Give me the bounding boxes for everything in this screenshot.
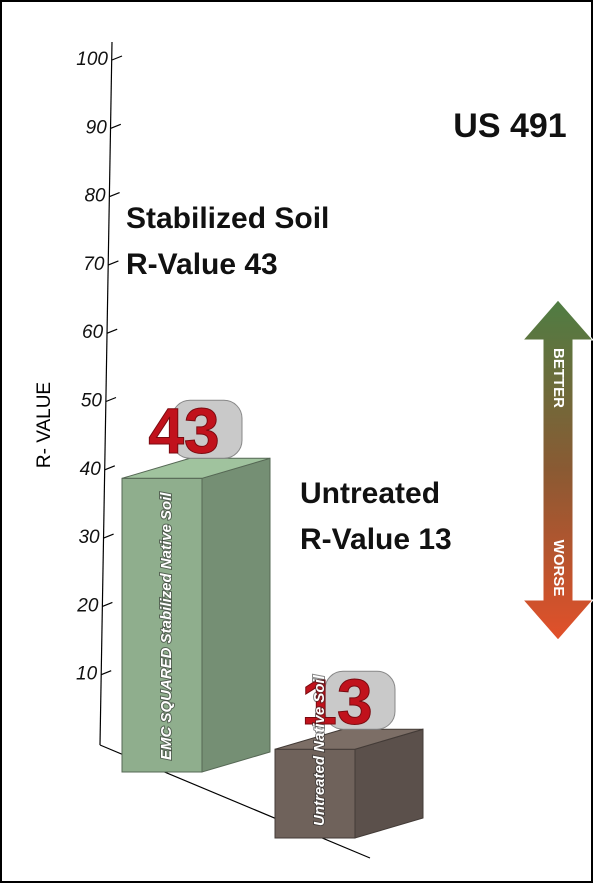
y-tick-label: 100 [76, 49, 108, 70]
y-tick [100, 670, 112, 676]
y-axis-line [99, 41, 113, 746]
annotation: Untreated [300, 477, 440, 510]
category-label: EMC SQUARED Stabilized Native Soil [158, 492, 175, 760]
arrow-label: WORSE [550, 540, 567, 597]
better-worse-arrow [521, 299, 593, 641]
value-label-block [324, 670, 396, 730]
y-tick [109, 192, 120, 198]
y-tick-label: 40 [80, 459, 102, 480]
chart-title: US 491 [453, 107, 566, 145]
annotation: R-Value 43 [126, 248, 278, 281]
y-tick-label: 70 [83, 254, 105, 275]
bar-side [201, 457, 271, 773]
y-tick [111, 55, 123, 61]
annotation: Stabilized Soil [126, 202, 329, 235]
y-tick [106, 328, 118, 334]
bar-top [274, 728, 424, 750]
y-axis-label: R- VALUE [34, 382, 55, 468]
arrow-label: BETTER [550, 348, 567, 408]
y-tick [103, 533, 114, 539]
bar [121, 477, 203, 773]
y-tick [102, 601, 113, 607]
bar [274, 748, 356, 839]
category-label: Untreated Native Soil [311, 674, 328, 826]
y-tick-label: 20 [76, 595, 99, 616]
annotation: R-Value 13 [300, 523, 452, 556]
value-label: 43 [148, 395, 219, 467]
y-tick-label: 60 [82, 322, 104, 343]
value-label-block [171, 399, 243, 459]
y-tick-label: 80 [84, 186, 106, 207]
bar-top [121, 457, 271, 479]
y-tick-label: 10 [76, 664, 98, 685]
value-label: 13 [301, 666, 372, 738]
y-tick [105, 396, 117, 403]
y-tick [108, 260, 119, 266]
y-tick [110, 123, 122, 129]
y-tick-label: 50 [81, 391, 103, 412]
y-tick [104, 465, 116, 471]
y-tick-label: 30 [78, 527, 100, 548]
y-tick-label: 90 [86, 117, 108, 138]
